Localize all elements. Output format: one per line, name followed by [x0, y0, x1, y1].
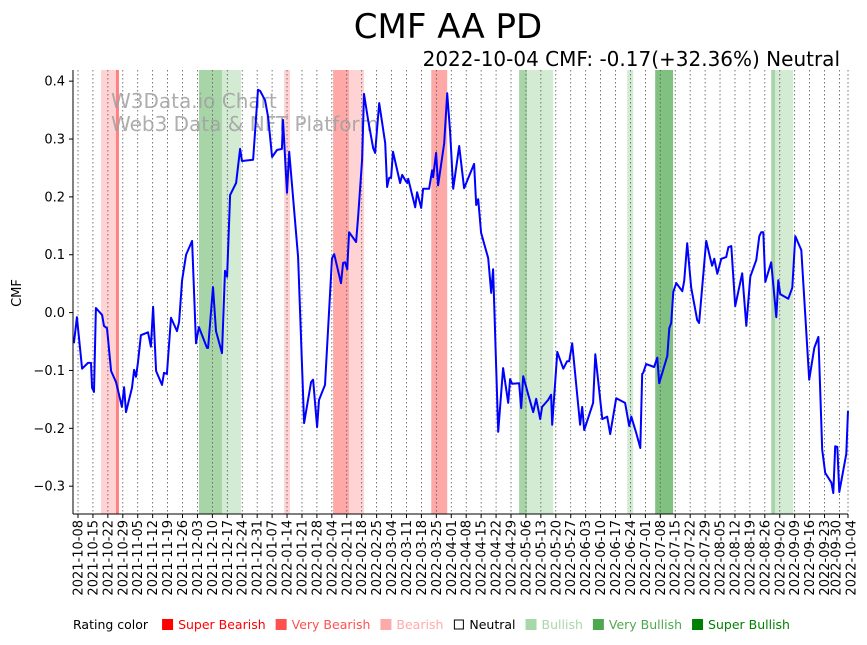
rating-bands	[101, 70, 794, 514]
x-tick-label: 2021-10-15	[86, 520, 101, 596]
legend-label-very-bullish: Very Bullish	[609, 617, 682, 632]
rating-band-very-bullish	[198, 70, 222, 514]
rating-band-very-bullish	[519, 70, 528, 514]
x-tick-label: 2022-07-29	[699, 520, 714, 596]
x-tick-label: 2022-01-07	[266, 520, 281, 596]
rating-band-very-bearish	[333, 70, 350, 514]
legend-label-very-bearish: Very Bearish	[292, 617, 371, 632]
watermark-line-1: W3Data.io Chart	[111, 89, 277, 113]
y-tick-label: 0.0	[44, 306, 65, 321]
x-tick-label: 2022-03-25	[430, 520, 445, 596]
x-tick-label: 2022-06-17	[609, 520, 624, 596]
legend-label-super-bullish: Super Bullish	[708, 617, 790, 632]
x-tick-label: 2021-10-08	[72, 520, 87, 596]
x-tick-label: 2021-11-12	[146, 520, 161, 596]
x-tick-label: 2022-05-20	[549, 520, 564, 596]
watermark-line-2: Web3 Data & NFT Platform	[111, 112, 379, 136]
x-tick-label: 2022-07-15	[669, 520, 684, 596]
y-tick-label: 0.2	[44, 190, 65, 205]
rating-band-super-bullish	[655, 70, 674, 514]
x-tick-label: 2022-08-19	[743, 520, 758, 596]
x-tick-label: 2021-12-31	[251, 520, 266, 596]
x-tick-label: 2021-11-05	[131, 520, 146, 596]
x-tick-label: 2021-12-03	[191, 520, 206, 596]
x-tick-label: 2022-06-03	[579, 520, 594, 596]
cmf-line	[72, 88, 849, 495]
x-tick-label: 2022-04-08	[460, 520, 475, 596]
x-tick-label: 2022-07-01	[639, 520, 654, 596]
rating-band-bearish	[101, 70, 116, 514]
x-axis-ticks: 2021-10-08 2021-10-15 2021-10-22 2021-10-29…	[72, 514, 860, 596]
y-tick-label: 0.1	[44, 248, 65, 263]
x-tick-label: 2022-09-16	[803, 520, 818, 596]
x-tick-label: 2022-03-04	[385, 520, 400, 596]
y-tick-label: 0.4	[44, 75, 65, 90]
x-tick-label: 2021-11-26	[176, 520, 191, 596]
x-tick-label: 2021-10-22	[101, 520, 116, 596]
x-tick-label: 2021-11-19	[161, 520, 176, 596]
x-tick-label: 2022-08-05	[714, 520, 729, 596]
x-tick-label: 2022-01-14	[281, 520, 296, 596]
x-tick-label: 2021-12-24	[236, 520, 251, 596]
rating-band-bullish	[627, 70, 634, 514]
x-tick-label: 2022-04-29	[504, 520, 519, 596]
x-tick-label: 2022-03-11	[400, 520, 415, 596]
x-tick-label: 2022-09-02	[773, 520, 788, 596]
legend-swatch-very-bullish	[592, 619, 604, 630]
y-tick-label: −0.2	[33, 422, 65, 437]
series-layer	[72, 88, 849, 495]
x-tick-label: 2022-02-25	[370, 520, 385, 596]
legend-label-super-bearish: Super Bearish	[178, 617, 266, 632]
legend-title: Rating color	[73, 617, 149, 632]
legend-swatch-neutral	[453, 619, 464, 630]
x-tick-label: 2022-08-26	[758, 520, 773, 596]
x-tick-label: 2021-12-17	[221, 520, 236, 596]
legend: Rating color Super Bearish Very Bearish Be…	[73, 617, 790, 632]
y-axis-label: CMF	[10, 279, 25, 307]
x-tick-label: 2022-08-12	[728, 520, 743, 596]
y-axis-ticks: 0.4 0.3 0.2 0.1 0.0 −0.1 −0.2 −0.3	[33, 75, 73, 495]
x-tick-label: 2022-09-30	[830, 520, 845, 596]
x-tick-label: 2022-09-23	[818, 520, 833, 596]
legend-label-bearish: Bearish	[396, 617, 443, 632]
rating-band-bullish	[527, 70, 554, 514]
y-tick-label: −0.3	[33, 480, 65, 495]
x-tick-label: 2022-04-22	[490, 520, 505, 596]
legend-swatch-super-bearish	[162, 619, 174, 630]
y-tick-label: 0.3	[44, 133, 65, 148]
x-tick-label: 2021-10-29	[116, 520, 131, 596]
x-tick-label: 2022-05-06	[519, 520, 534, 596]
legend-label-neutral: Neutral	[469, 617, 515, 632]
legend-label-bullish: Bullish	[542, 617, 583, 632]
rating-band-very-bearish	[431, 70, 448, 514]
x-tick-label: 2022-02-04	[325, 520, 340, 596]
x-tick-label: 2021-12-10	[206, 520, 221, 596]
chart-title: CMF AA PD	[354, 7, 542, 47]
x-tick-label: 2022-02-18	[355, 520, 370, 596]
x-tick-label: 2022-03-18	[415, 520, 430, 596]
legend-swatch-super-bullish	[692, 619, 704, 630]
rating-band-bearish	[284, 70, 291, 514]
rating-band-super-bearish	[115, 70, 119, 514]
x-tick-label: 2022-05-13	[534, 520, 549, 596]
x-tick-label: 2022-04-15	[475, 520, 490, 596]
legend-swatch-very-bearish	[275, 619, 287, 630]
legend-swatch-bearish	[380, 619, 392, 630]
chart-subtitle: 2022-10-04 CMF: -0.17(+32.36%) Neutral	[423, 47, 840, 71]
y-tick-label: −0.1	[33, 364, 65, 379]
legend-swatch-bullish	[525, 619, 537, 630]
x-tick-label: 2022-09-09	[788, 520, 803, 596]
x-tick-label: 2022-10-04	[845, 520, 860, 596]
x-tick-label: 2022-06-10	[594, 520, 609, 596]
x-tick-label: 2022-07-22	[684, 520, 699, 596]
x-tick-label: 2022-05-27	[564, 520, 579, 596]
x-tick-label: 2022-01-28	[310, 520, 325, 596]
x-tick-label: 2022-04-01	[445, 520, 460, 596]
x-tick-label: 2022-07-08	[654, 520, 669, 596]
x-tick-label: 2022-02-11	[340, 520, 355, 596]
x-tick-label: 2022-01-21	[295, 520, 310, 596]
x-tick-label: 2022-06-24	[624, 520, 639, 596]
